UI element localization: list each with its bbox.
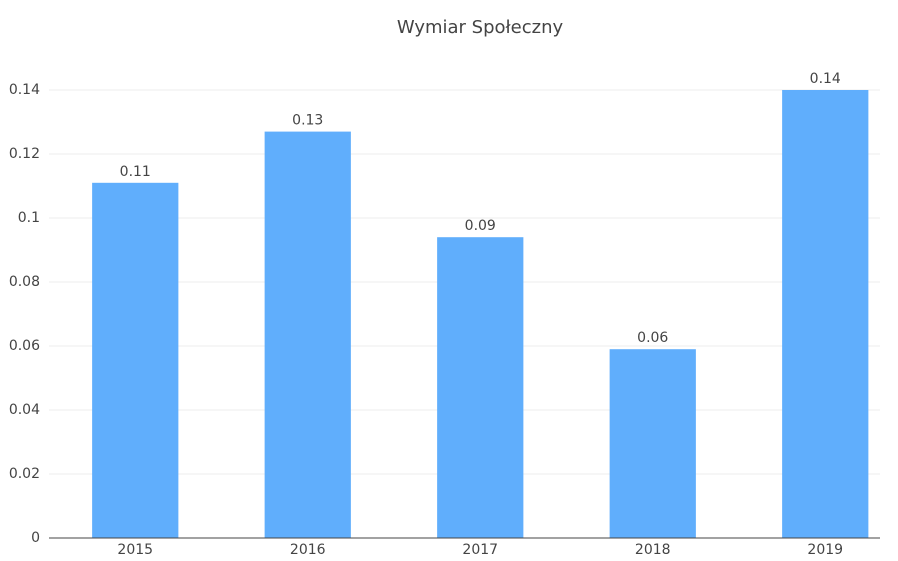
value-label: 0.06 [637,330,668,346]
y-tick-label: 0.1 [18,210,40,226]
y-tick-label: 0.08 [9,274,40,290]
bar [609,349,696,538]
value-label: 0.09 [465,218,496,234]
y-tick-label: 0.02 [9,466,40,482]
y-tick-label: 0.14 [9,82,40,98]
x-tick-label: 2015 [117,542,153,557]
value-label: 0.14 [810,71,841,87]
y-tick-label: 0.04 [9,402,40,418]
y-tick-label: 0.12 [9,146,40,162]
bar [437,237,524,538]
x-tick-label: 2018 [635,542,671,557]
value-label: 0.11 [120,164,151,180]
x-tick-label: 2016 [290,542,326,557]
value-label: 0.13 [292,113,323,129]
y-tick-label: 0.06 [9,338,40,354]
y-tick-label: 0 [31,530,40,546]
chart-title: Wymiar Społeczny [397,17,564,38]
bar [264,131,351,538]
bar [782,90,869,538]
x-tick-label: 2019 [807,542,843,557]
bar [92,182,179,539]
x-tick-label: 2017 [462,542,498,557]
